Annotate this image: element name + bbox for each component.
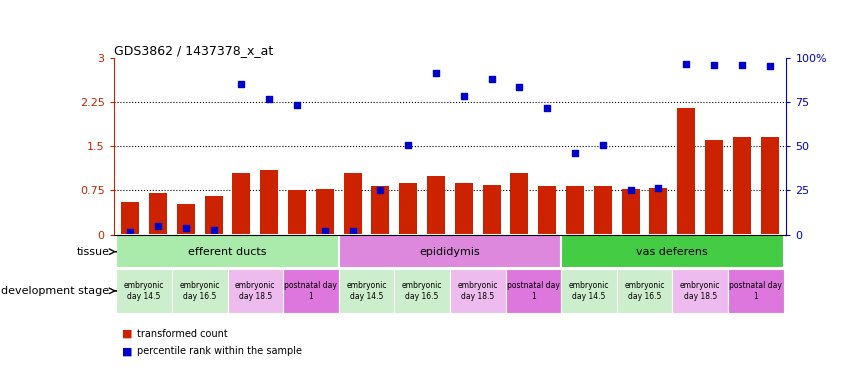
Bar [121,202,140,235]
Bar [116,235,339,268]
Text: embryonic
day 16.5: embryonic day 16.5 [179,281,220,301]
Point [596,142,610,148]
Text: development stage: development stage [1,286,109,296]
Bar [672,269,728,313]
Text: efferent ducts: efferent ducts [188,247,267,257]
Point [735,62,748,68]
Text: embryonic
day 16.5: embryonic day 16.5 [624,281,664,301]
Bar [705,141,723,235]
Point [652,184,665,190]
Point [513,84,526,91]
Text: ■: ■ [122,329,132,339]
Bar [483,185,500,235]
Bar [172,269,228,313]
Bar [621,189,640,235]
Bar [149,194,167,235]
Bar [616,269,672,313]
Bar [505,269,561,313]
Bar [232,173,251,235]
Bar [510,173,528,235]
Point [541,105,554,111]
Bar [228,269,283,313]
Text: percentile rank within the sample: percentile rank within the sample [137,346,302,356]
Bar [260,170,278,235]
Point [373,187,387,194]
Bar [288,190,306,235]
Text: postnatal day
1: postnatal day 1 [284,281,337,301]
Point [290,102,304,108]
Point [401,142,415,148]
Point [569,150,582,156]
Bar [344,173,362,235]
Bar [538,186,556,235]
Bar [177,204,195,235]
Text: embryonic
day 18.5: embryonic day 18.5 [458,281,498,301]
Bar [394,269,450,313]
Point [318,227,331,233]
Bar [399,183,417,235]
Bar [760,137,779,235]
Bar [728,269,784,313]
Text: embryonic
day 18.5: embryonic day 18.5 [235,281,276,301]
Bar [339,235,561,268]
Bar [283,269,339,313]
Point [207,227,220,233]
Bar [427,176,445,235]
Bar [315,189,334,235]
Bar [116,269,172,313]
Text: vas deferens: vas deferens [637,247,708,257]
Bar [649,187,668,235]
Bar [677,108,696,235]
Bar [561,269,616,313]
Point [458,93,471,99]
Text: postnatal day
1: postnatal day 1 [507,281,560,301]
Point [624,187,637,194]
Text: embryonic
day 16.5: embryonic day 16.5 [402,281,442,301]
Point [680,61,693,67]
Point [485,76,499,82]
Bar [733,137,751,235]
Bar [561,235,784,268]
Point [124,228,137,235]
Text: postnatal day
1: postnatal day 1 [729,281,782,301]
Point [707,62,721,68]
Text: epididymis: epididymis [420,247,480,257]
Bar [594,186,612,235]
Text: GDS3862 / 1437378_x_at: GDS3862 / 1437378_x_at [114,44,272,57]
Bar [450,269,505,313]
Point [429,70,442,76]
Text: tissue: tissue [77,247,109,257]
Bar [566,186,584,235]
Text: embryonic
day 18.5: embryonic day 18.5 [680,281,721,301]
Bar [372,186,389,235]
Point [235,81,248,88]
Text: ■: ■ [122,346,132,356]
Point [179,225,193,231]
Text: embryonic
day 14.5: embryonic day 14.5 [346,281,387,301]
Text: transformed count: transformed count [137,329,228,339]
Point [262,96,276,102]
Bar [204,196,223,235]
Text: embryonic
day 14.5: embryonic day 14.5 [124,281,164,301]
Bar [339,269,394,313]
Bar [455,183,473,235]
Point [763,63,776,69]
Point [346,228,359,234]
Text: embryonic
day 14.5: embryonic day 14.5 [569,281,609,301]
Point [151,223,165,229]
